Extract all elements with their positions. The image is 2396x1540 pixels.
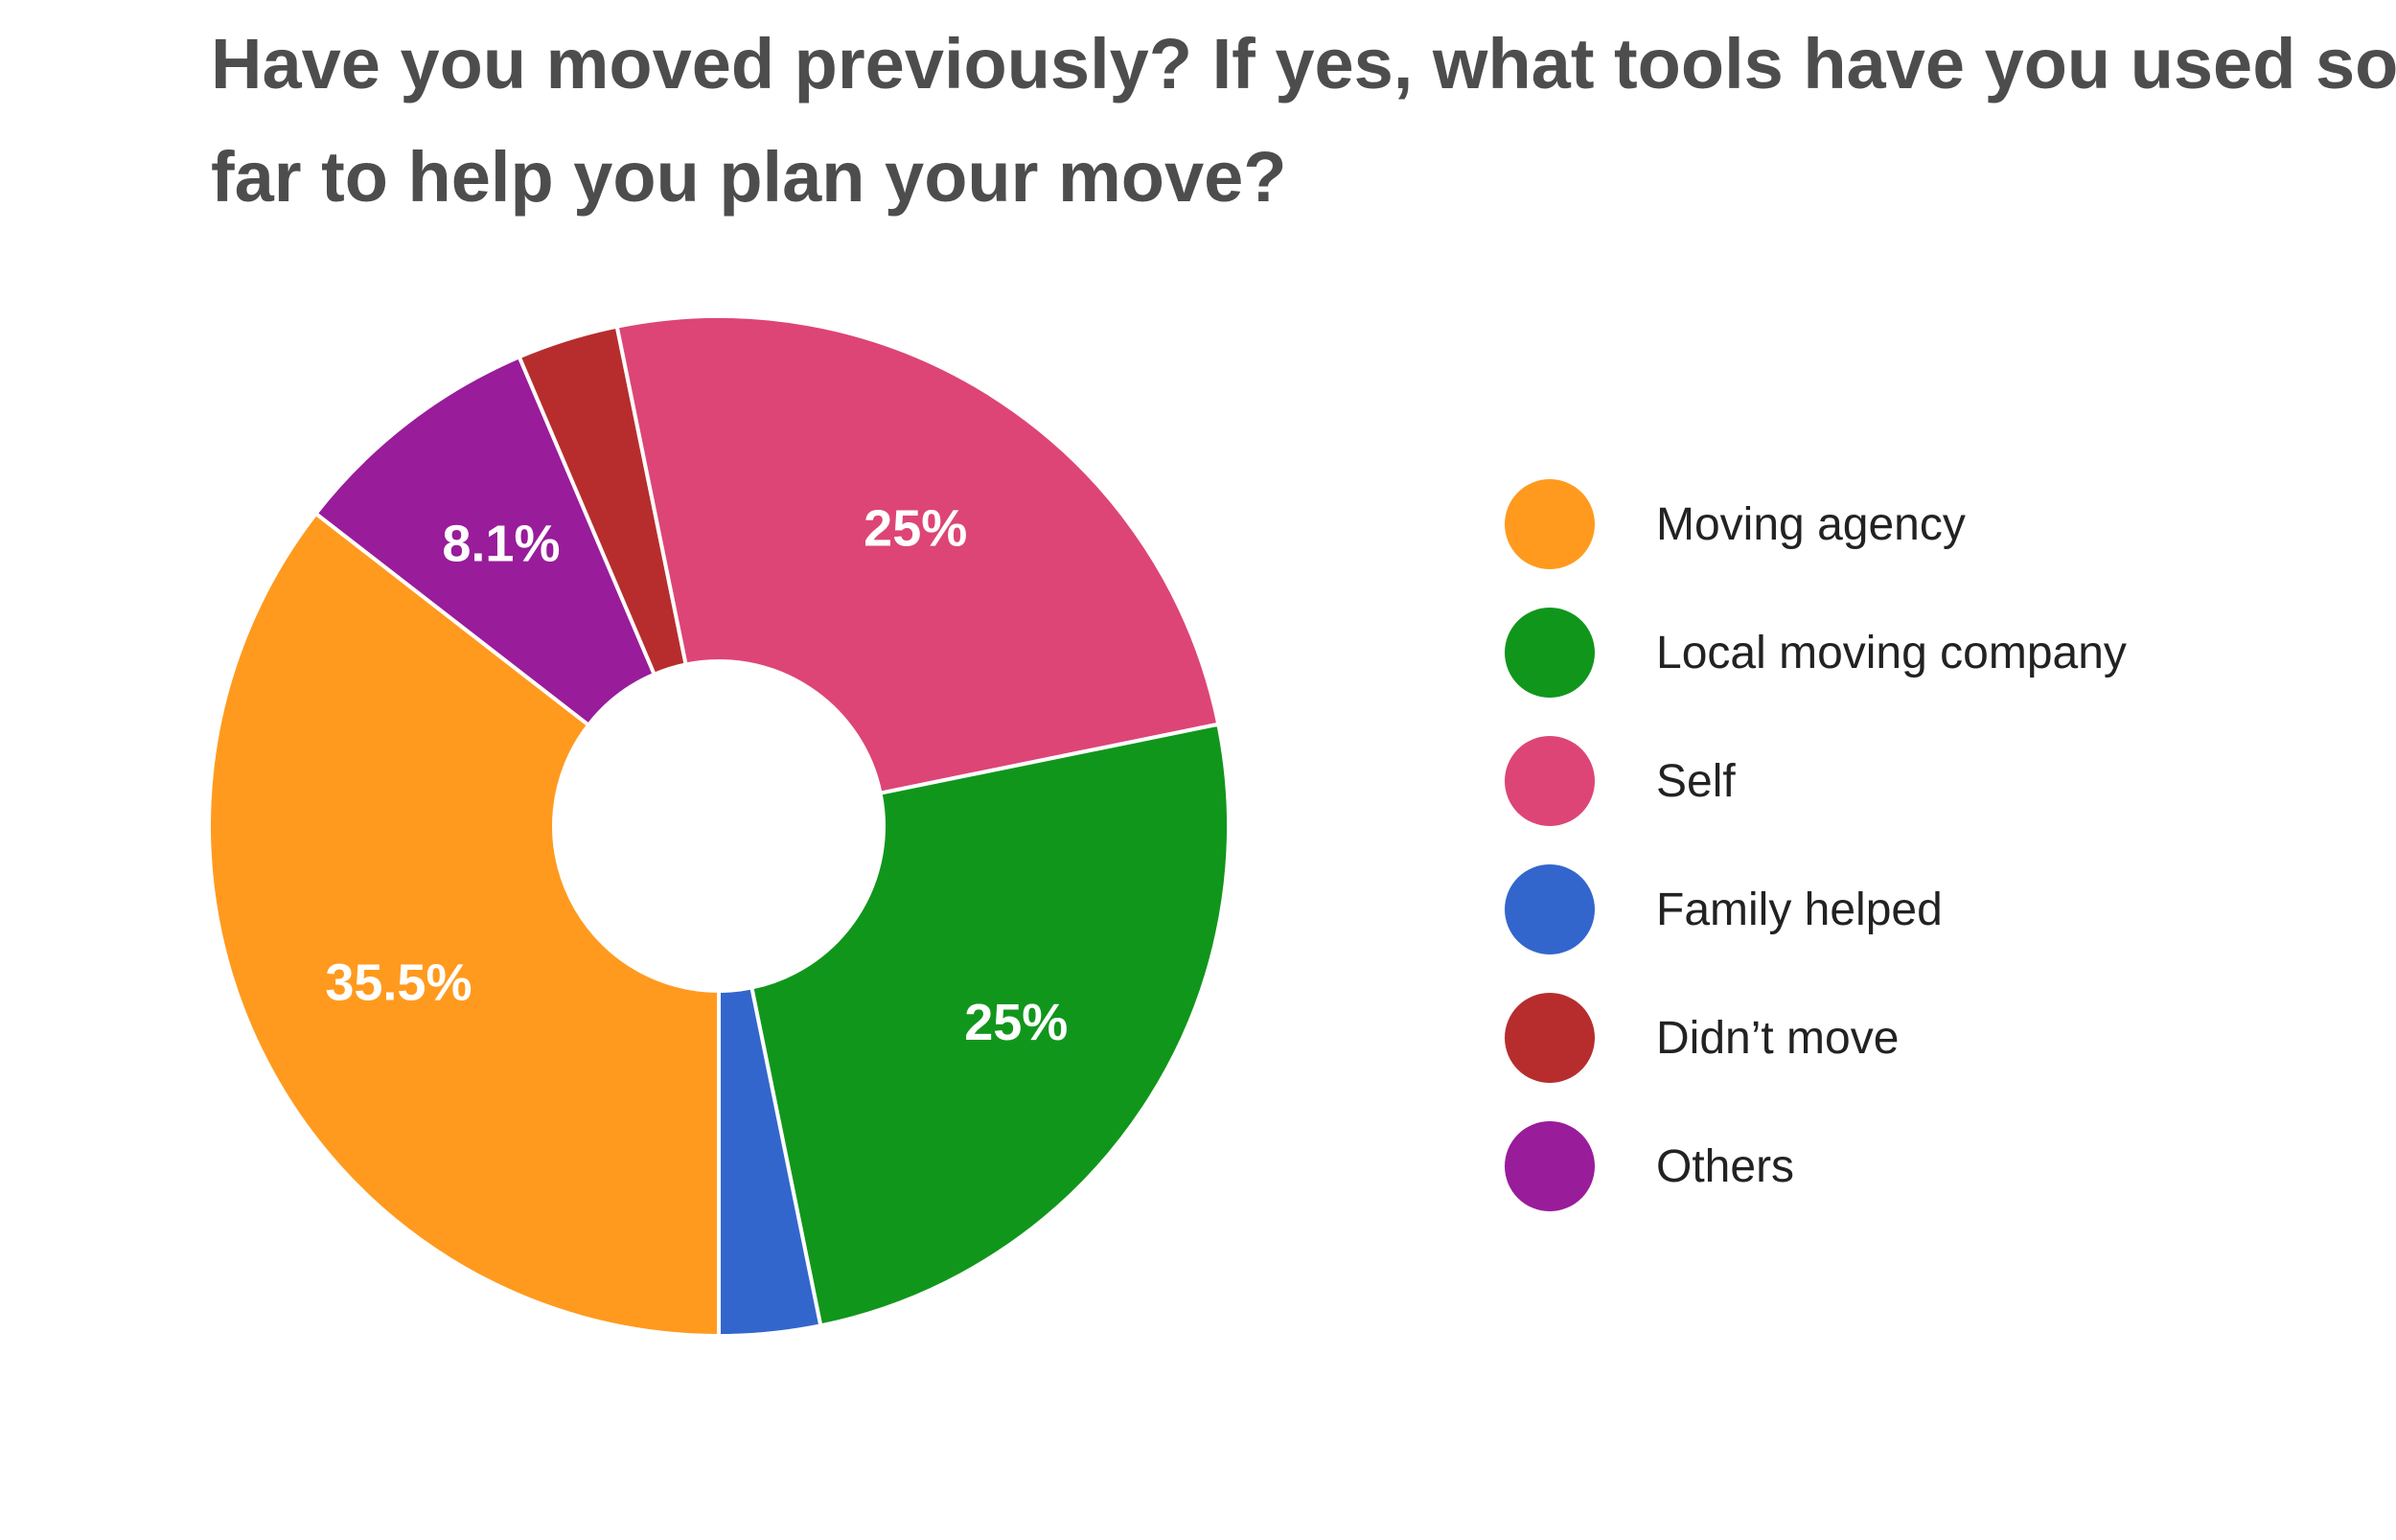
donut-slices (207, 314, 1231, 1338)
slice-others (313, 355, 657, 727)
legend-swatch (1505, 736, 1595, 826)
slice-family-helped (717, 985, 823, 1338)
legend-swatch (1505, 993, 1595, 1083)
legend-item-moving-agency[interactable]: Moving agency (1505, 460, 2367, 588)
slice-data-labels: 35.5% 8.1% 25% 25% (325, 500, 1068, 1051)
data-label-others: 8.1% (442, 515, 560, 572)
legend-label: Family helped (1656, 884, 1943, 935)
legend-swatch (1505, 864, 1595, 954)
legend-swatch (1505, 479, 1595, 569)
legend-item-family-helped[interactable]: Family helped (1505, 845, 2367, 974)
legend-label: Self (1656, 755, 1736, 807)
legend-label: Others (1656, 1140, 1795, 1192)
data-label-self: 25% (864, 500, 967, 558)
legend-item-didn-t-move[interactable]: Didn’t move (1505, 974, 2367, 1102)
chart-legend: Moving agency Local moving company Self Fam… (1505, 460, 2367, 1230)
legend-swatch (1505, 1121, 1595, 1211)
chart-title-line-1: Have you moved previously? If yes, what … (211, 24, 2396, 103)
legend-item-others[interactable]: Others (1505, 1102, 2367, 1230)
slice-moving-agency (207, 511, 721, 1338)
legend-label: Moving agency (1656, 498, 1966, 550)
data-label-local-moving-company: 25% (964, 994, 1068, 1051)
legend-item-self[interactable]: Self (1505, 717, 2367, 845)
chart-title-line-2: far to help you plan your move? (211, 137, 1287, 217)
legend-item-local-moving-company[interactable]: Local moving company (1505, 588, 2367, 717)
slice-self (614, 314, 1221, 795)
chart-title: Have you moved previously? If yes, what … (211, 8, 2396, 234)
legend-swatch (1505, 608, 1595, 698)
legend-label: Didn’t move (1656, 1012, 1900, 1064)
legend-label: Local moving company (1656, 627, 2127, 678)
data-label-moving-agency: 35.5% (325, 954, 472, 1012)
slice-local-moving-company (749, 722, 1231, 1328)
